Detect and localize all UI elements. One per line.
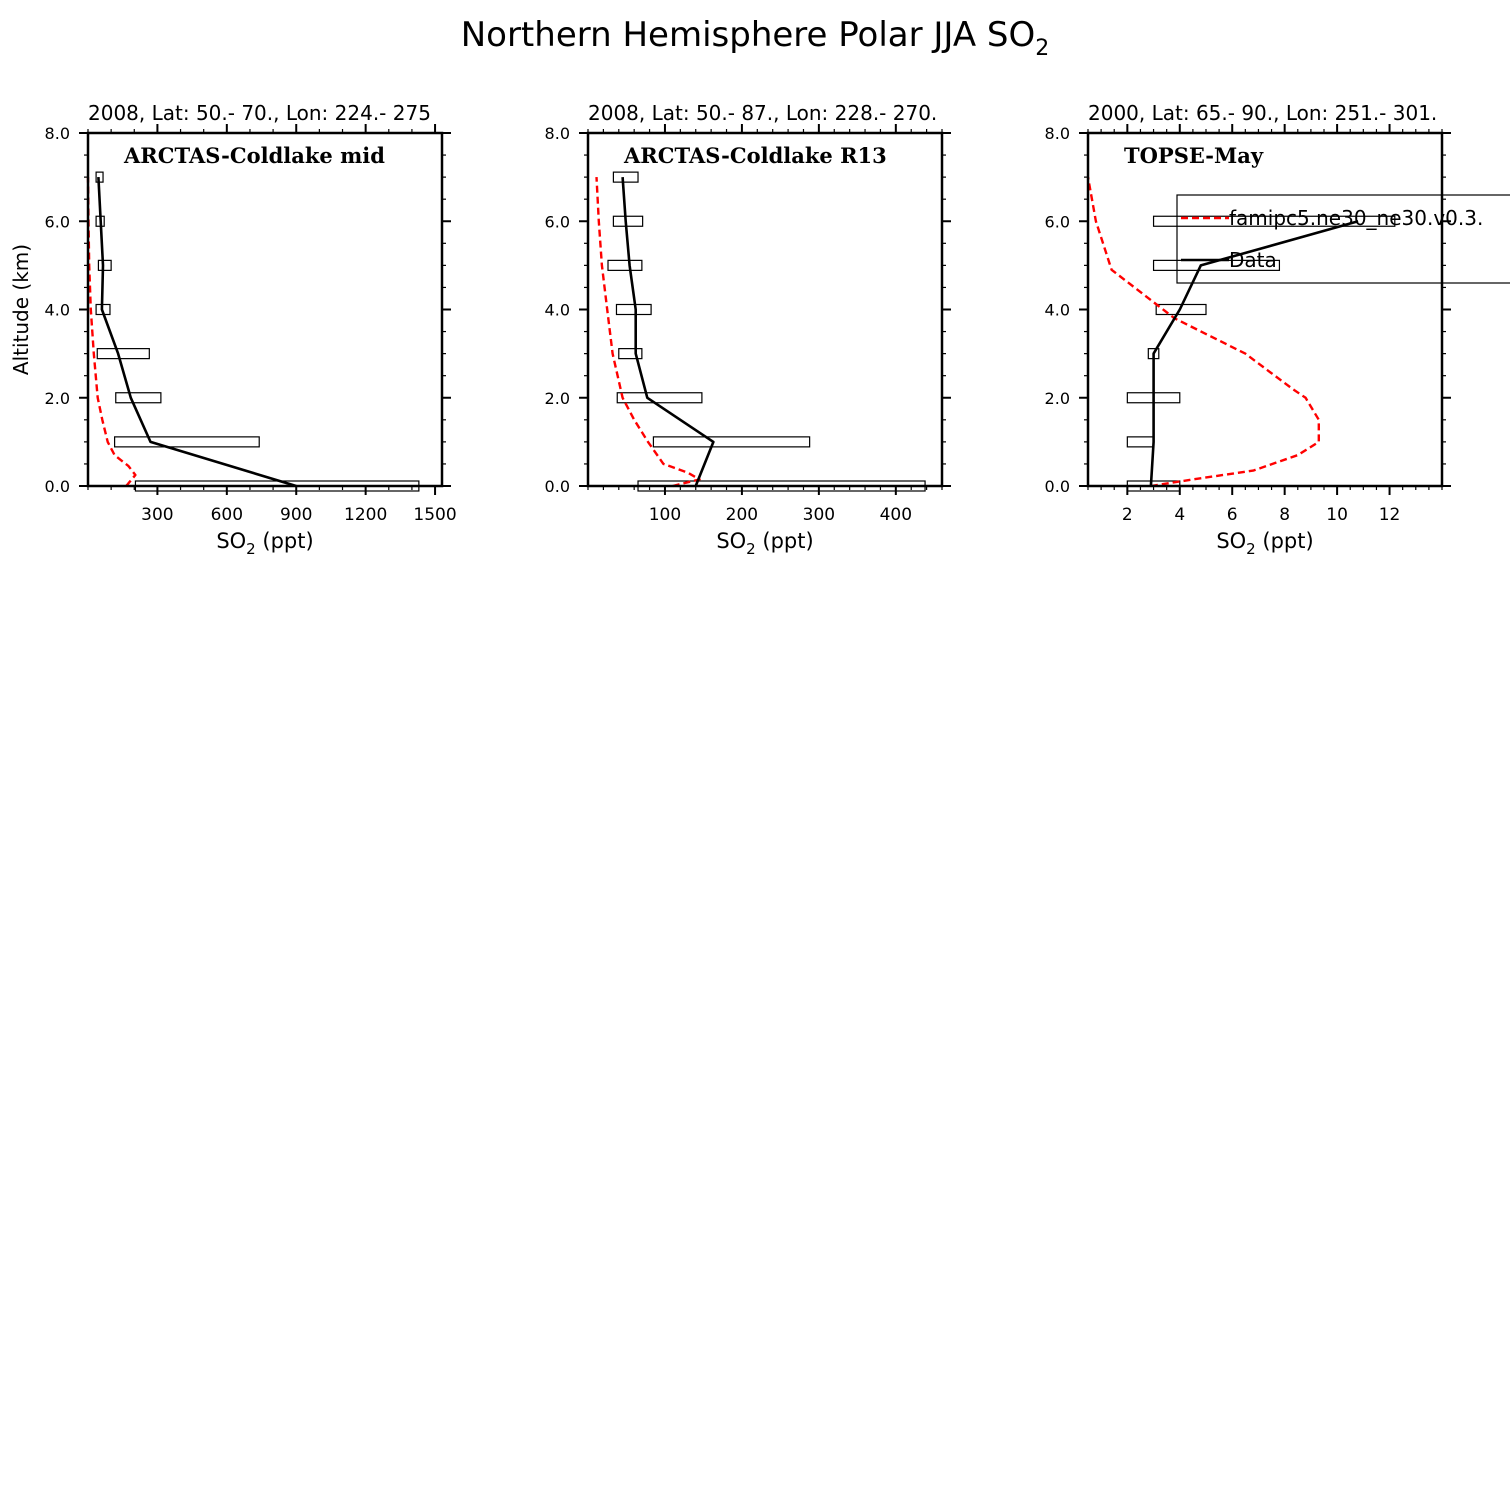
x-axis-label: SO2 (ppt) xyxy=(716,529,813,558)
range-box xyxy=(616,392,703,404)
model-series-line xyxy=(1086,176,1321,488)
panel-topse-may: 2 4 6 8 10 12 0.0 2.0 4.0 6.0 8.0 TOPSE-May 2000, La… xyxy=(1045,101,1451,558)
model-series-line xyxy=(86,177,137,487)
x-tick-label: 6 xyxy=(1227,505,1238,525)
x-tick-label: 400 xyxy=(880,505,912,525)
x-tick-label: 300 xyxy=(803,505,835,525)
range-box xyxy=(652,436,811,448)
x-tick-label: 1200 xyxy=(344,505,387,525)
y-tick-label: 6.0 xyxy=(1045,212,1070,231)
y-tick-label: 2.0 xyxy=(45,389,70,408)
range-box xyxy=(615,303,652,316)
range-box xyxy=(612,215,644,227)
panel-subtitle: 2008, Lat: 50.- 70., Lon: 224.- 275 xyxy=(88,101,431,125)
range-box xyxy=(97,259,112,271)
x-tick-label: 2 xyxy=(1122,505,1133,525)
x-tick-label: 600 xyxy=(211,505,243,525)
y-axis-label: Altitude (km) xyxy=(9,244,33,375)
x-tick-label: 12 xyxy=(1379,505,1401,525)
range-box xyxy=(618,348,643,360)
x-axis-label: SO2 (ppt) xyxy=(1216,529,1313,558)
range-box xyxy=(114,436,260,448)
y-tick-label: 0.0 xyxy=(45,477,70,496)
data-series-line xyxy=(97,177,297,488)
y-tick-label: 4.0 xyxy=(45,301,70,320)
plot-frame xyxy=(86,131,444,488)
range-box xyxy=(1126,436,1155,448)
y-tick-label: 6.0 xyxy=(45,212,70,231)
data-series-line xyxy=(621,177,715,487)
x-tick-label: 10 xyxy=(1326,505,1348,525)
panel-subtitle: 2008, Lat: 50.- 87., Lon: 228.- 270. xyxy=(588,101,937,125)
y-tick-label: 8.0 xyxy=(545,124,570,143)
legend-box xyxy=(1176,194,1510,284)
x-tick-label: 900 xyxy=(280,505,312,525)
y-tick-label: 0.0 xyxy=(1045,477,1070,496)
x-tick-label: 200 xyxy=(726,505,758,525)
range-box xyxy=(1152,215,1396,227)
panel-label: ARCTAS-Coldlake mid xyxy=(123,143,385,168)
data-series-line xyxy=(1149,220,1359,487)
range-box xyxy=(607,259,643,271)
x-tick-label: 8 xyxy=(1279,505,1290,525)
range-box xyxy=(115,392,162,404)
figure-title: Northern Hemisphere Polar JJA SO2 xyxy=(461,15,1050,61)
panel-arctas-coldlake-mid: 300 600 900 1200 1500 0.0 2.0 4.0 6.0 8.0 ARCTAS-C… xyxy=(9,101,457,558)
legend: famipc5.ne30_ne30.v0.3. Data xyxy=(1176,194,1510,284)
range-box xyxy=(96,348,150,360)
y-tick-label: 4.0 xyxy=(1045,301,1070,320)
y-tick-label: 2.0 xyxy=(545,389,570,408)
x-tick-label: 100 xyxy=(649,505,681,525)
plot-frame xyxy=(586,131,944,488)
panel-label: TOPSE-May xyxy=(1124,143,1264,168)
x-tick-label: 4 xyxy=(1174,505,1185,525)
panel-arctas-coldlake-r13: 100 200 300 400 0.0 2.0 4.0 6.0 8.0 ARCTAS-Coldla… xyxy=(545,101,951,558)
y-tick-label: 8.0 xyxy=(1045,124,1070,143)
panel-label: ARCTAS-Coldlake R13 xyxy=(623,143,887,168)
y-tick-label: 6.0 xyxy=(545,212,570,231)
panel-subtitle: 2000, Lat: 65.- 90., Lon: 251.- 301. xyxy=(1088,101,1437,125)
x-axis-label: SO2 (ppt) xyxy=(216,529,313,558)
plot-frame xyxy=(1086,131,1444,488)
x-tick-label: 1500 xyxy=(413,505,456,525)
x-tick-label: 300 xyxy=(141,505,173,525)
y-tick-label: 0.0 xyxy=(545,477,570,496)
legend-label: famipc5.ne30_ne30.v0.3. xyxy=(1229,206,1483,230)
y-tick-label: 2.0 xyxy=(1045,389,1070,408)
y-tick-label: 4.0 xyxy=(545,301,570,320)
model-series-line xyxy=(595,177,701,488)
legend-label: Data xyxy=(1229,248,1277,272)
y-tick-label: 8.0 xyxy=(45,124,70,143)
range-box xyxy=(612,171,639,183)
